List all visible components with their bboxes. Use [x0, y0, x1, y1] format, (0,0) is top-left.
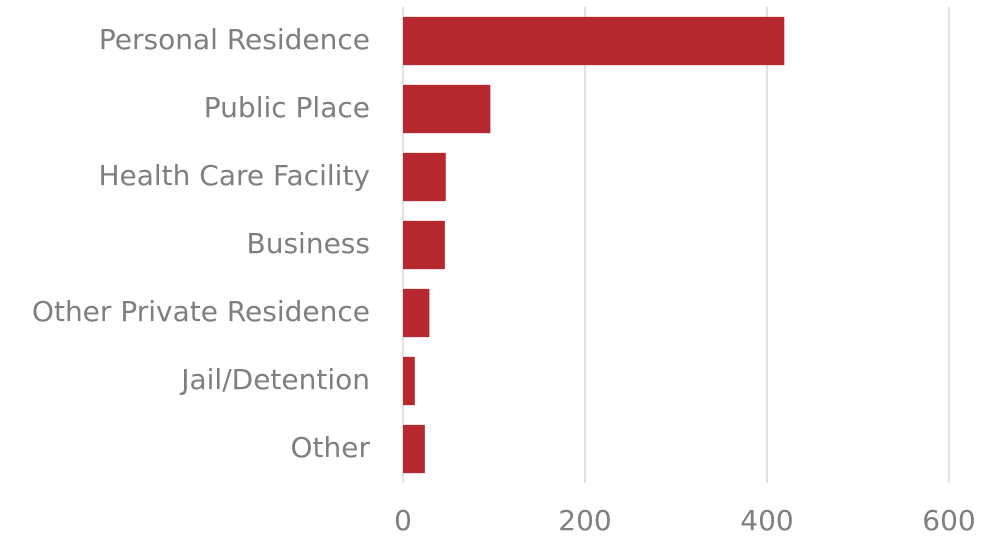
bar: [403, 356, 415, 406]
x-tick-label: 0: [394, 504, 412, 537]
y-tick-label: Other: [290, 431, 370, 464]
y-tick-label: Jail/Detention: [179, 363, 370, 396]
y-tick-label: Other Private Residence: [32, 295, 370, 328]
y-tick-label: Public Place: [204, 91, 370, 124]
y-tick-label: Personal Residence: [99, 23, 370, 56]
bar: [403, 220, 445, 270]
x-tick-label: 600: [922, 504, 975, 537]
x-tick-label: 400: [740, 504, 793, 537]
x-tick-label: 200: [558, 504, 611, 537]
y-tick-label: Health Care Facility: [98, 159, 370, 192]
bar: [403, 288, 430, 338]
bar: [403, 16, 785, 66]
bar: [403, 152, 446, 202]
bar: [403, 84, 491, 134]
y-tick-label: Business: [247, 227, 370, 260]
bar: [403, 424, 425, 474]
